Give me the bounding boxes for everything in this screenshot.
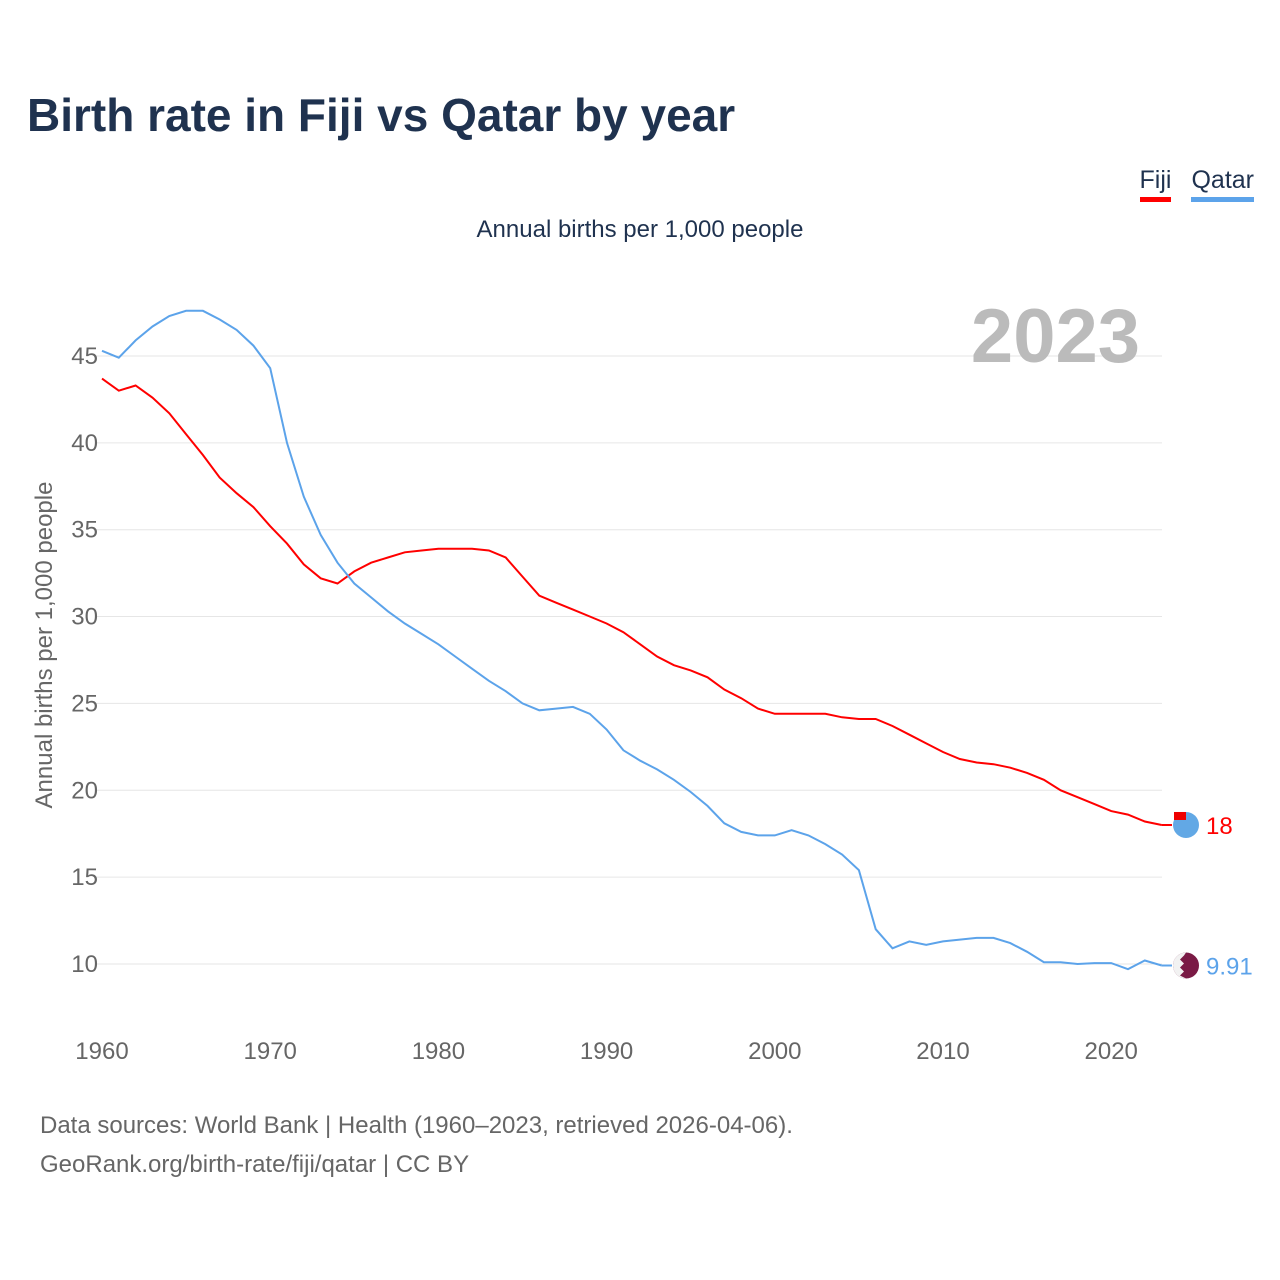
y-axis-label: Annual births per 1,000 people	[31, 482, 58, 809]
y-tick-label: 25	[71, 690, 98, 717]
flag-white-part	[1173, 952, 1186, 979]
y-tick-label: 20	[71, 777, 98, 804]
y-tick-label: 35	[71, 517, 98, 544]
chart-title: Birth rate in Fiji vs Qatar by year	[27, 89, 736, 141]
x-tick-label: 2010	[916, 1038, 969, 1065]
x-tick-label: 1970	[244, 1038, 297, 1065]
end-value-label-fiji: 18	[1206, 813, 1233, 840]
flag-union-jack-part	[1174, 811, 1186, 820]
y-tick-label: 45	[71, 343, 98, 370]
data-source-text: Data sources: World Bank | Health (1960–…	[40, 1112, 793, 1139]
y-tick-label: 40	[71, 430, 98, 457]
series-line-fiji	[101, 377, 1162, 826]
x-tick-label: 1990	[580, 1038, 633, 1065]
footer: Data sources: World Bank | Health (1960–…	[40, 1106, 793, 1184]
x-tick-label: 2000	[748, 1038, 801, 1065]
x-tick-label: 1980	[412, 1038, 465, 1065]
chart-subtitle: Annual births per 1,000 people	[476, 216, 804, 243]
source-url-text[interactable]: GeoRank.org/birth-rate/fiji/qatar | CC B…	[40, 1151, 470, 1178]
x-tick-label: 1960	[75, 1038, 128, 1065]
year-watermark: 2023	[971, 294, 1140, 379]
series-line-qatar	[101, 309, 1162, 971]
legend-item-qatar[interactable]: Qatar	[1191, 166, 1254, 202]
y-tick-label: 15	[71, 864, 98, 891]
y-tick-label: 30	[71, 604, 98, 631]
y-tick-label: 10	[71, 951, 98, 978]
end-value-label-qatar: 9.91	[1206, 954, 1253, 981]
legend: Fiji Qatar	[1139, 166, 1254, 202]
x-tick-label: 2020	[1085, 1038, 1138, 1065]
legend-item-fiji[interactable]: Fiji	[1139, 166, 1172, 202]
